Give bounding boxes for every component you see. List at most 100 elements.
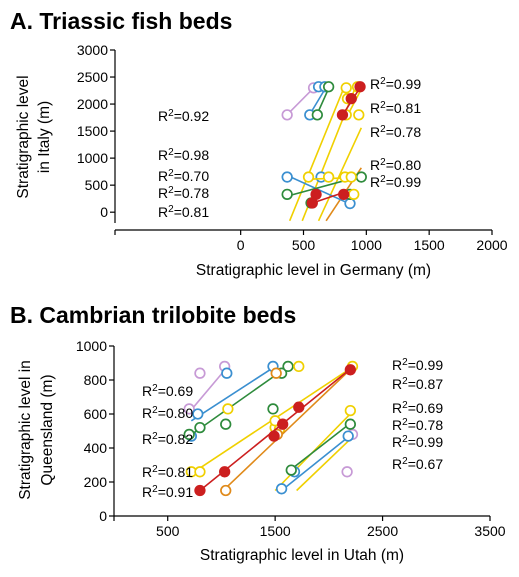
y-tick-label: 400: [84, 440, 108, 456]
x-axis-label: Stratigraphic level in Utah (m): [200, 547, 404, 564]
data-point: [293, 360, 305, 373]
r2-annotation: R2=0.81: [370, 100, 421, 116]
data-point: [221, 367, 233, 379]
y-axis-label: Stratigraphic level in: [17, 360, 34, 500]
data-point: [355, 171, 367, 183]
panel-title: B. Cambrian trilobite beds: [10, 302, 296, 328]
y-tick-label: 800: [84, 372, 108, 388]
data-point: [194, 484, 206, 497]
r2-annotation: R2=0.80: [370, 157, 421, 173]
r2-annotation: R2=0.80: [142, 405, 193, 421]
data-point: [270, 367, 282, 379]
data-point: [220, 418, 232, 430]
r2-annotation: R2=0.69: [392, 400, 443, 416]
fit-line: [188, 365, 289, 437]
r2-annotation: R2=0.92: [158, 108, 209, 124]
data-point: [282, 360, 294, 373]
data-point: [183, 428, 195, 441]
r2-annotation: R2=0.99: [392, 434, 443, 450]
data-point: [194, 421, 206, 434]
fit-line: [281, 432, 355, 492]
data-point: [275, 483, 288, 495]
data-point: [345, 171, 357, 183]
y-tick-label: 2000: [77, 96, 108, 112]
r2-annotation: R2=0.78: [370, 124, 421, 140]
fit-line: [288, 84, 346, 222]
data-point: [281, 188, 293, 200]
data-point: [310, 188, 322, 200]
fit-line: [287, 420, 355, 473]
x-tick-label: 2000: [476, 237, 507, 253]
y-tick-label: 3000: [77, 42, 108, 58]
y-tick-label: 600: [84, 406, 108, 422]
fit-line: [317, 127, 363, 222]
data-point: [281, 109, 293, 121]
data-point: [344, 418, 356, 430]
data-point: [183, 403, 195, 415]
data-point: [341, 466, 353, 478]
y-tick-label: 0: [99, 508, 107, 524]
panel-a: A. Triassic fish beds 0 500 1000 1500 2000 250…: [10, 8, 508, 279]
x-tick-label: 1500: [414, 237, 445, 253]
r2-annotation: R2=0.70: [158, 168, 209, 184]
data-point: [353, 109, 365, 121]
r2-annotation: R2=0.67: [392, 456, 443, 472]
y-axis-label: Stratigraphic level: [15, 75, 32, 198]
y-axis-label: Queensland (m): [39, 374, 56, 485]
y-axis-label: in Italy (m): [36, 101, 53, 173]
data-point: [344, 404, 356, 417]
data-point: [194, 466, 206, 478]
data-point: [345, 93, 357, 105]
data-point: [348, 188, 360, 200]
data-point: [302, 171, 315, 183]
r2-annotation: R2=0.81: [142, 464, 193, 480]
y-tick-label: 1000: [77, 150, 108, 166]
r2-annotation: R2=0.99: [370, 76, 421, 92]
fit-line: [296, 435, 355, 492]
data-point: [219, 466, 231, 478]
y-tick-label: 500: [85, 177, 109, 193]
data-point: [277, 418, 289, 430]
data-point: [322, 81, 335, 93]
r2-annotation: R2=0.69: [142, 383, 193, 399]
data-point: [268, 430, 280, 442]
data-point: [340, 82, 352, 94]
y-tick-label: 200: [84, 474, 108, 490]
x-tick-label: 500: [156, 523, 180, 539]
data-point: [285, 464, 297, 476]
panel-title: A. Triassic fish beds: [10, 8, 232, 34]
fit-line: [190, 365, 276, 422]
data-point: [194, 367, 206, 379]
y-tick-label: 2500: [77, 69, 108, 85]
panel-b: B. Cambrian trilobite beds 0 200 400 600 800 1…: [10, 302, 506, 564]
data-point: [267, 403, 279, 415]
y-tick-label: 0: [100, 204, 108, 220]
y-tick-label: 1500: [77, 123, 108, 139]
x-tick-label: 2500: [367, 523, 398, 539]
r2-annotation: R2=0.99: [370, 174, 421, 190]
r2-annotation: R2=0.81: [158, 204, 209, 220]
x-tick-label: 0: [237, 237, 245, 253]
x-tick-label: 3500: [474, 523, 505, 539]
r2-annotation: R2=0.91: [142, 484, 193, 500]
r2-annotation: R2=0.87: [392, 376, 443, 392]
data-point: [338, 188, 350, 200]
r2-annotation: R2=0.99: [392, 357, 443, 373]
data-point: [344, 197, 356, 210]
data-point: [311, 109, 323, 121]
data-point: [192, 408, 204, 420]
fit-line: [220, 365, 355, 493]
x-tick-label: 500: [292, 237, 316, 253]
data-point: [281, 171, 293, 183]
r2-annotation: R2=0.82: [142, 431, 193, 447]
data-point: [222, 403, 234, 415]
y-tick-label: 1000: [76, 338, 107, 354]
r2-annotation: R2=0.78: [392, 417, 443, 433]
x-axis-label: Stratigraphic level in Germany (m): [196, 262, 431, 279]
data-point: [344, 364, 356, 376]
data-point: [322, 171, 335, 183]
data-point: [336, 109, 349, 121]
r2-annotation: R2=0.98: [158, 147, 209, 163]
